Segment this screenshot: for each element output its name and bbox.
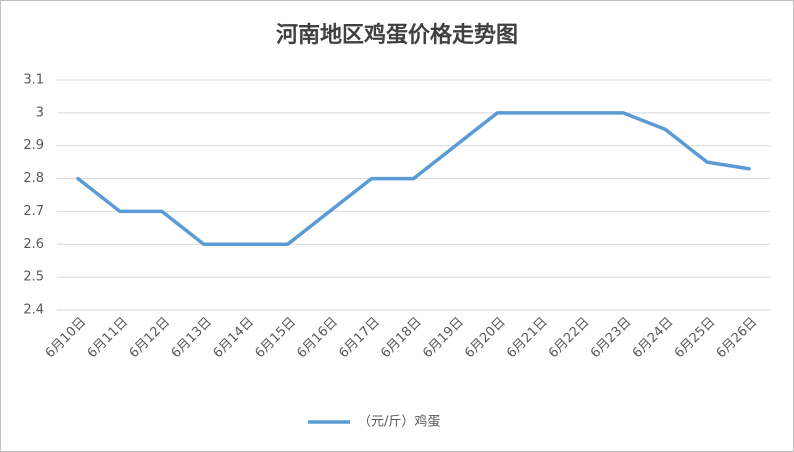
legend-label: （元/斤）鸡蛋 — [358, 414, 440, 430]
data-line — [76, 111, 751, 247]
y-tick-label: 2.4 — [23, 303, 44, 318]
chart-title: 河南地区鸡蛋价格走势图 — [276, 22, 518, 48]
y-tick-label: 2.8 — [23, 171, 44, 186]
y-tick-label: 2.7 — [23, 204, 44, 219]
y-tick-label: 2.9 — [23, 138, 44, 153]
y-tick-label: 2.6 — [23, 237, 44, 252]
y-tick-label: 3 — [36, 105, 44, 120]
y-tick-label: 2.5 — [23, 270, 44, 285]
y-tick-label: 3.1 — [23, 73, 44, 88]
